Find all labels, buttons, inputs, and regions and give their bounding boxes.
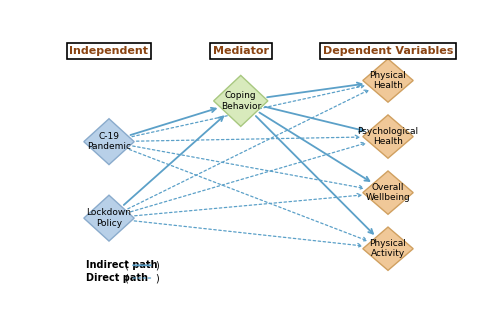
Text: Physical
Activity: Physical Activity (370, 239, 406, 259)
Text: Dependent Variables: Dependent Variables (323, 46, 453, 56)
Text: Indirect path: Indirect path (86, 260, 157, 270)
Polygon shape (363, 59, 413, 102)
Text: Psychological
Health: Psychological Health (358, 127, 418, 146)
Text: ): ) (156, 273, 160, 283)
Text: C-19
Pandemic: C-19 Pandemic (87, 132, 131, 151)
Text: Independent: Independent (70, 46, 148, 56)
Text: (: ( (124, 273, 128, 283)
Text: Lockdown
Policy: Lockdown Policy (86, 209, 132, 228)
Polygon shape (363, 227, 413, 270)
Polygon shape (214, 75, 268, 126)
Text: Mediator: Mediator (213, 46, 269, 56)
Polygon shape (84, 119, 134, 165)
Text: Physical
Health: Physical Health (370, 71, 406, 90)
Polygon shape (363, 171, 413, 214)
Text: Coping
Behavior: Coping Behavior (220, 91, 261, 111)
Text: Direct path: Direct path (86, 273, 148, 283)
Text: Overall
Wellbeing: Overall Wellbeing (366, 183, 410, 202)
Polygon shape (84, 195, 134, 241)
Text: (: ( (124, 260, 128, 270)
Polygon shape (363, 115, 413, 158)
Text: ): ) (156, 260, 160, 270)
